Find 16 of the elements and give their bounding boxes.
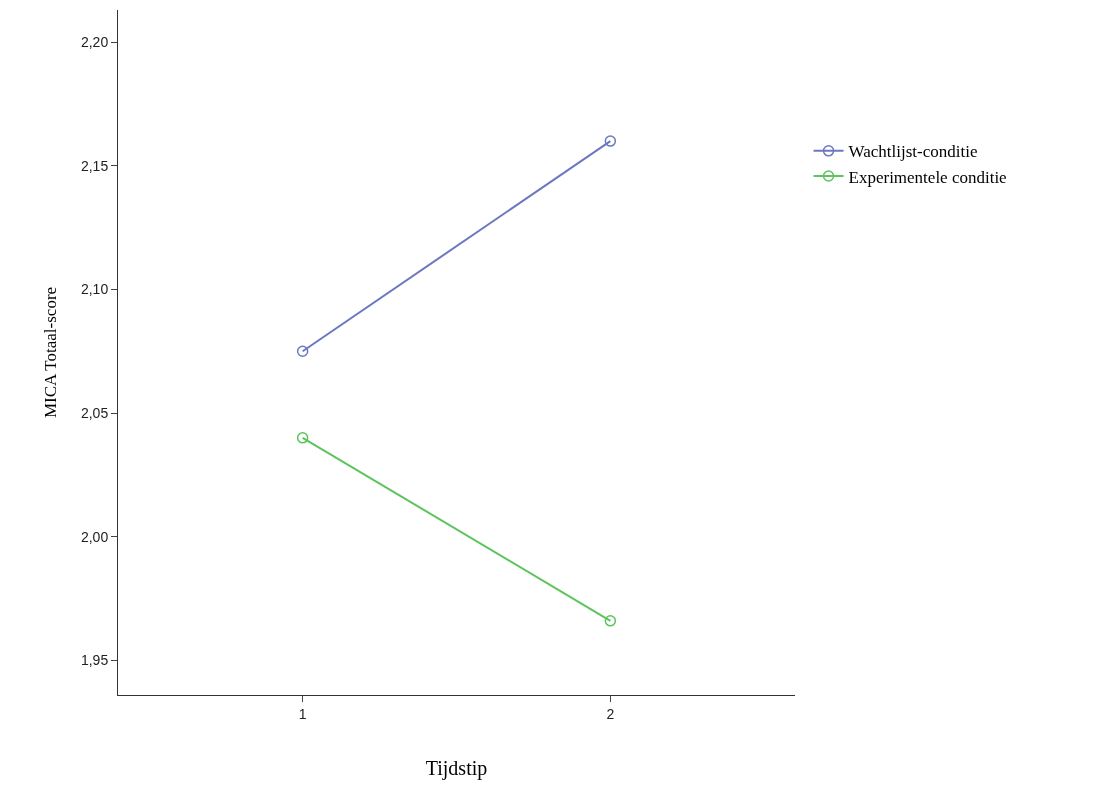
y-tick-label: 1,95 bbox=[80, 652, 109, 669]
y-tick-label: 2,00 bbox=[80, 528, 109, 545]
x-tick-label: 1 bbox=[298, 705, 307, 722]
y-tick-label: 2,10 bbox=[80, 281, 109, 298]
point bbox=[296, 432, 309, 444]
point bbox=[296, 345, 309, 358]
legend-label: Wachtlijst-conditie bbox=[848, 142, 978, 162]
legend-label: Experimentele conditie bbox=[848, 167, 1007, 187]
x-tick-label: 2 bbox=[606, 705, 615, 722]
point bbox=[604, 615, 617, 627]
y-axis-title: MICA Totaal-score bbox=[40, 286, 60, 419]
x-axis-title: Tijdstip bbox=[425, 757, 488, 781]
y-tick-label: 2,15 bbox=[80, 157, 109, 174]
y-tick-label: 2,20 bbox=[80, 34, 109, 51]
y-tick-label: 2,05 bbox=[80, 404, 109, 421]
point bbox=[604, 135, 617, 147]
